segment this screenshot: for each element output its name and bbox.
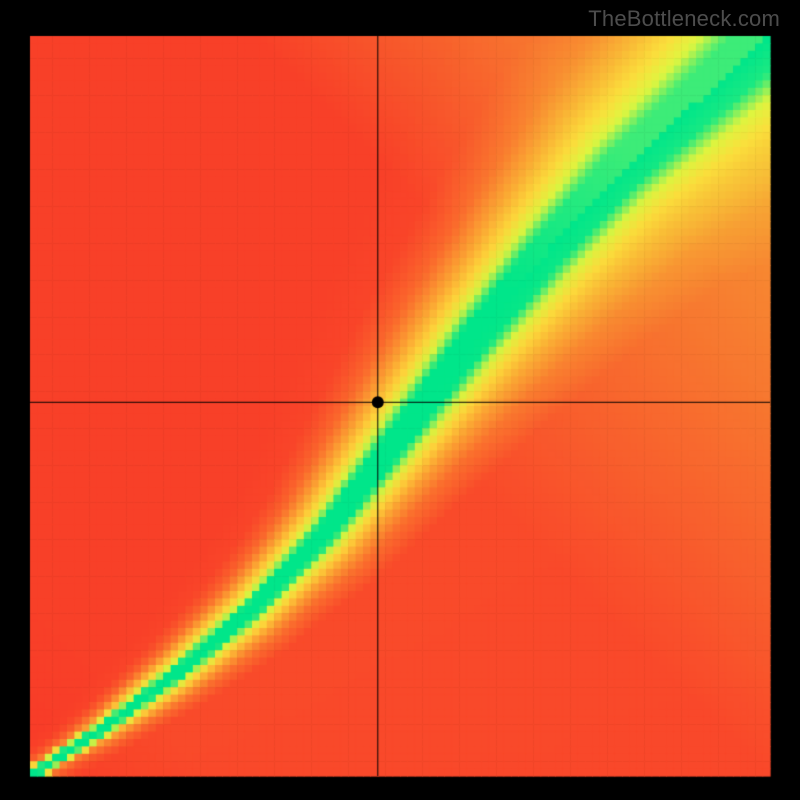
chart-container: TheBottleneck.com (0, 0, 800, 800)
watermark-text: TheBottleneck.com (588, 6, 780, 32)
heatmap-canvas (0, 0, 800, 800)
